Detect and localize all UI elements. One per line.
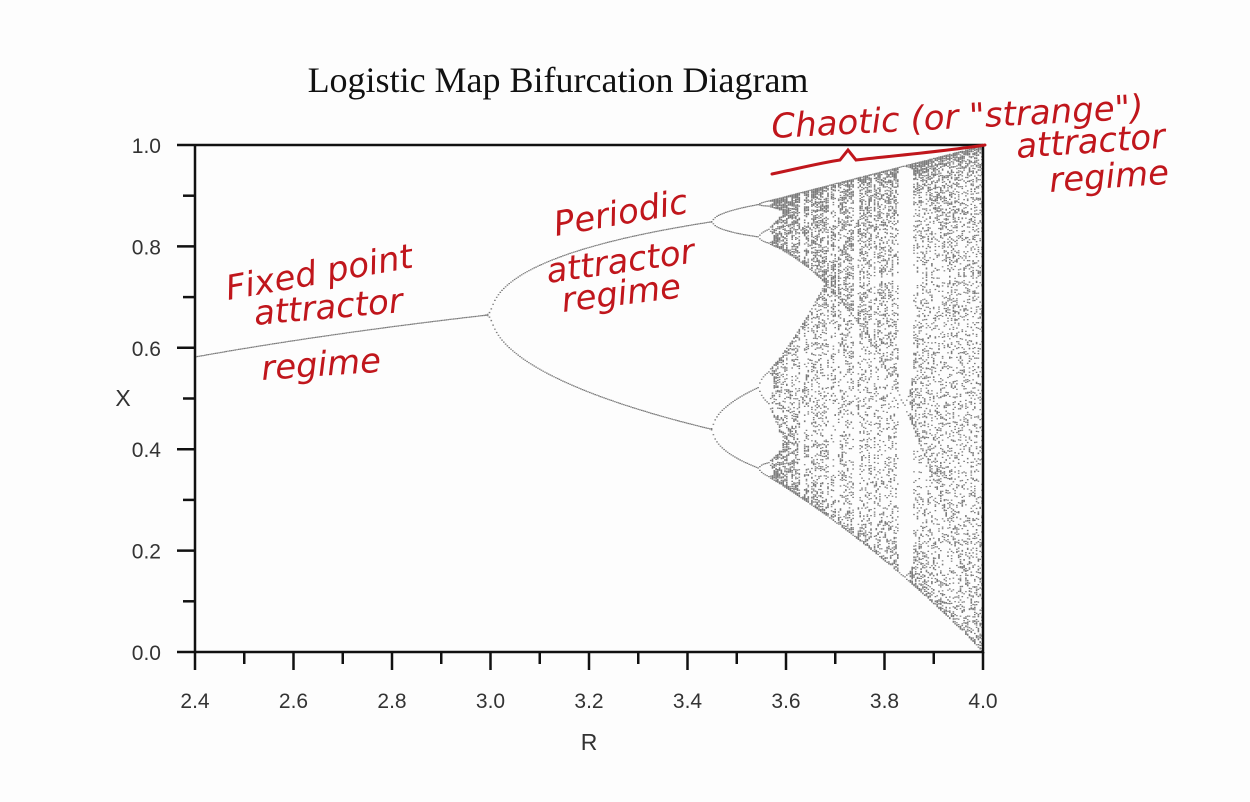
x-tick-label: 3.2 xyxy=(574,690,603,713)
y-tick-label: 0.6 xyxy=(132,338,161,361)
fixed-annotation-line-3: regime xyxy=(260,341,382,389)
x-tick-label: 3.6 xyxy=(771,690,800,713)
y-tick-label: 1.0 xyxy=(132,135,161,158)
x-tick-label: 3.8 xyxy=(870,690,899,713)
y-axis-label: X xyxy=(115,385,130,411)
x-tick-label: 2.8 xyxy=(377,690,406,713)
x-tick-label: 4.0 xyxy=(968,690,997,713)
x-tick-label: 3.4 xyxy=(673,690,703,713)
y-tick-label: 0.0 xyxy=(132,642,161,665)
y-tick-label: 0.4 xyxy=(132,439,162,462)
y-tick-label: 0.8 xyxy=(132,236,161,259)
y-tick-label: 0.2 xyxy=(132,541,161,564)
x-tick-label: 2.6 xyxy=(279,690,308,713)
chaotic-annotation-line-3: regime xyxy=(1048,153,1170,201)
x-tick-label: 3.0 xyxy=(476,690,505,713)
x-tick-label: 2.4 xyxy=(180,690,210,713)
periodic-annotation: Periodic attractor regime xyxy=(544,182,699,321)
chart-title: Logistic Map Bifurcation Diagram xyxy=(308,60,809,100)
x-axis-label: R xyxy=(581,729,598,755)
